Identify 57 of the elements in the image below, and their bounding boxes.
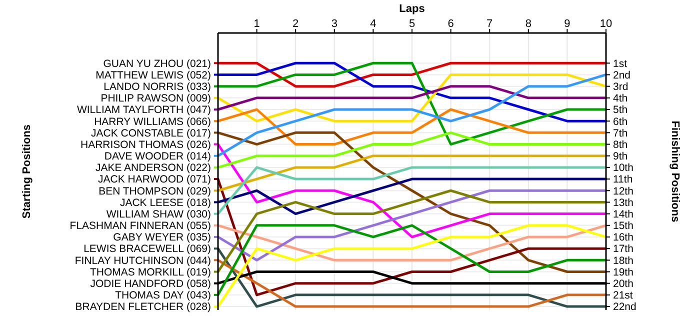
- legend-label: HARRY WILLIAMS (066): [94, 116, 211, 128]
- y-tick-label: 11th: [613, 174, 633, 186]
- y-tick-label: 5th: [613, 104, 628, 116]
- x-tick-label: 1: [254, 18, 260, 30]
- y-tick-label: 12th: [613, 185, 634, 198]
- x-tick-label: 6: [448, 18, 454, 30]
- y-tick-label: 17th: [613, 243, 634, 256]
- legend-label: BEN THOMPSON (029): [98, 185, 211, 198]
- x-tick-label: 3: [331, 18, 338, 30]
- legend-label: MATTHEW LEWIS (052): [96, 69, 211, 82]
- legend-label: LEWIS BRACEWELL (069): [84, 243, 211, 256]
- y-tick-label: 1st: [613, 58, 628, 70]
- x-tick-label: 4: [370, 18, 376, 30]
- y-tick-label: 4th: [613, 92, 628, 105]
- y-tick-label: 15th: [613, 220, 634, 232]
- legend-label: FLASHMAN FINNERAN (055): [70, 220, 211, 232]
- legend-label: JODIE HANDFORD (058): [90, 278, 211, 290]
- y-tick-label: 14th: [613, 208, 634, 220]
- legend-label: HARRISON THOMAS (026): [80, 138, 211, 151]
- legend-label: THOMAS MORKILL (019): [90, 266, 211, 278]
- x-tick-label: 10: [600, 18, 612, 30]
- x-tick-label: 7: [486, 18, 493, 30]
- legend-label: WILLIAM TAYLFORTH (047): [76, 104, 211, 116]
- x-tick-label: 5: [408, 18, 416, 30]
- legend-label: BRAYDEN FLETCHER (028): [75, 301, 211, 314]
- y-tick-label: 9th: [613, 150, 628, 163]
- y-tick-label: 18th: [613, 254, 634, 267]
- legend-label: GUAN YU ZHOU (021): [103, 58, 211, 70]
- text: Starting Positions: [21, 124, 33, 219]
- legend-label: PHILIP RAWSON (009): [100, 92, 211, 105]
- legend-label: WILLIAM SHAW (030): [106, 208, 211, 220]
- legend-label: JACK LEESE (018): [120, 196, 211, 209]
- y-tick-label: 10th: [613, 162, 634, 174]
- y-tick-label: 22nd: [613, 301, 637, 314]
- y-tick-label: 13th: [613, 196, 634, 209]
- y-tick-label: 16th: [613, 232, 634, 244]
- y-tick-label: 6th: [613, 116, 628, 128]
- y-axis-title: Finishing Positions: [669, 120, 681, 222]
- y-tick-label: 19th: [613, 266, 634, 278]
- legend-label: JACK HARWOOD (071): [98, 174, 211, 186]
- legend-label: THOMAS DAY (043): [115, 290, 211, 302]
- legend-label: JACK CONSTABLE (017): [90, 127, 211, 140]
- legend-label: FINLAY HUTCHINSON (044): [74, 254, 211, 267]
- legend-label: LANDO NORRIS (033): [104, 80, 211, 93]
- y-tick-label: 2nd: [613, 69, 631, 82]
- y-tick-label: 3rd: [613, 80, 628, 93]
- y-tick-label: 21st: [613, 290, 633, 302]
- x-axis-title: Laps: [399, 3, 425, 15]
- x-tick-label: 2: [292, 18, 299, 30]
- x-tick-label: 9: [564, 18, 570, 30]
- x-tick-label: 8: [525, 18, 532, 30]
- y-tick-label: 8th: [613, 138, 628, 151]
- y-tick-label: 7th: [613, 127, 628, 140]
- y-tick-label: 20th: [613, 278, 634, 290]
- legend-label: JAKE ANDERSON (022): [95, 162, 211, 174]
- legend-label: DAVE WOODER (014): [104, 150, 211, 163]
- legend-label: GABY WEYER (035): [113, 232, 211, 244]
